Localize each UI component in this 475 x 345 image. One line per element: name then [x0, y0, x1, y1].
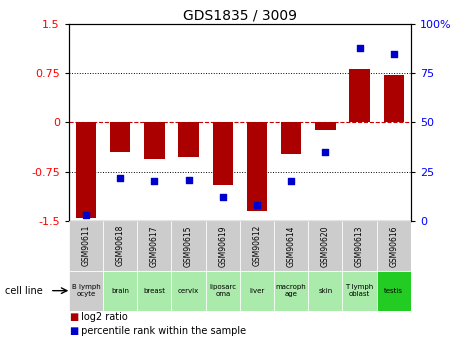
Text: percentile rank within the sample: percentile rank within the sample: [78, 326, 247, 336]
Text: GSM90617: GSM90617: [150, 225, 159, 267]
Text: brain: brain: [111, 288, 129, 294]
Text: cervix: cervix: [178, 288, 199, 294]
Text: GSM90614: GSM90614: [287, 225, 295, 267]
Point: [356, 45, 363, 50]
Bar: [137, 271, 171, 310]
Text: skin: skin: [318, 288, 332, 294]
Text: GSM90613: GSM90613: [355, 225, 364, 267]
Text: B lymph
ocyte: B lymph ocyte: [72, 284, 100, 297]
Bar: [308, 271, 342, 310]
Point: [151, 179, 158, 184]
Text: ■: ■: [69, 313, 78, 322]
Bar: [315, 122, 336, 130]
Text: liver: liver: [249, 288, 265, 294]
Bar: [308, 221, 342, 271]
Bar: [206, 221, 240, 271]
Text: GSM90619: GSM90619: [218, 225, 227, 267]
Bar: [349, 69, 370, 122]
Text: cell line: cell line: [5, 286, 42, 296]
Bar: [281, 122, 302, 154]
Bar: [206, 271, 240, 310]
Bar: [383, 75, 404, 122]
Text: ■: ■: [69, 326, 78, 336]
Text: macroph
age: macroph age: [276, 284, 306, 297]
Bar: [377, 221, 411, 271]
Bar: [110, 122, 131, 152]
Text: testis: testis: [384, 288, 403, 294]
Bar: [144, 122, 165, 159]
Text: GSM90620: GSM90620: [321, 225, 330, 267]
Text: GSM90618: GSM90618: [116, 225, 124, 266]
Point: [219, 195, 227, 200]
Point: [390, 51, 398, 56]
Bar: [171, 221, 206, 271]
Text: log2 ratio: log2 ratio: [78, 313, 128, 322]
Text: T lymph
oblast: T lymph oblast: [345, 284, 374, 297]
Bar: [377, 271, 411, 310]
Point: [116, 175, 124, 180]
Text: breast: breast: [143, 288, 165, 294]
Point: [253, 202, 261, 208]
Bar: [212, 122, 233, 185]
Bar: [240, 221, 274, 271]
Point: [287, 179, 295, 184]
Bar: [76, 122, 96, 218]
Title: GDS1835 / 3009: GDS1835 / 3009: [183, 9, 297, 23]
Text: GSM90615: GSM90615: [184, 225, 193, 267]
Point: [82, 212, 90, 218]
Bar: [171, 271, 206, 310]
Bar: [274, 271, 308, 310]
Bar: [69, 221, 103, 271]
Bar: [69, 271, 103, 310]
Text: GSM90612: GSM90612: [253, 225, 261, 266]
Bar: [342, 271, 377, 310]
Text: liposarc
oma: liposarc oma: [209, 284, 237, 297]
Bar: [247, 122, 267, 211]
Text: GSM90611: GSM90611: [82, 225, 90, 266]
Point: [322, 149, 329, 155]
Bar: [137, 221, 171, 271]
Bar: [342, 221, 377, 271]
Bar: [103, 271, 137, 310]
Bar: [240, 271, 274, 310]
Bar: [274, 221, 308, 271]
Bar: [178, 122, 199, 157]
Point: [185, 177, 192, 182]
Bar: [103, 221, 137, 271]
Text: GSM90616: GSM90616: [390, 225, 398, 267]
